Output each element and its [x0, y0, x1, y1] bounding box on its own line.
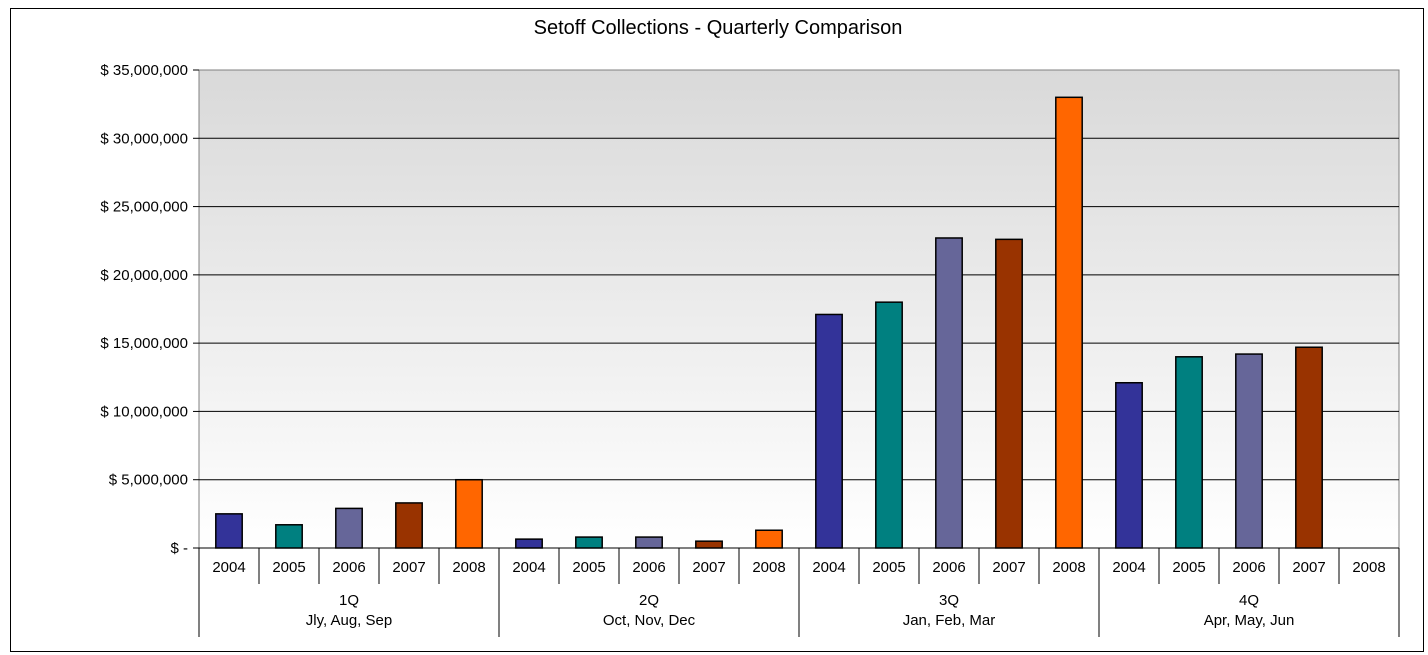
x-category-label: 2007: [992, 559, 1025, 576]
y-tick-label: $ 10,000,000: [100, 403, 188, 420]
bar-4Q-2006: [1235, 353, 1263, 549]
bar-1Q-2004: [215, 513, 243, 549]
quarter-label: 4Q: [1239, 592, 1259, 609]
y-tick-label: $ 35,000,000: [100, 62, 188, 79]
x-category-label: 2006: [332, 559, 365, 576]
quarter-months-label: Apr, May, Jun: [1204, 612, 1295, 629]
quarter-months-label: Oct, Nov, Dec: [603, 612, 696, 629]
bar-2Q-2006: [635, 536, 663, 549]
bar-3Q-2008: [1055, 96, 1083, 549]
x-category-label: 2008: [1052, 559, 1085, 576]
quarter-label: 1Q: [339, 592, 359, 609]
quarter-months-label: Jan, Feb, Mar: [903, 612, 996, 629]
x-category-label: 2006: [932, 559, 965, 576]
y-tick-label: $ 20,000,000: [100, 267, 188, 284]
bar-3Q-2007: [995, 238, 1023, 549]
y-tick-label: $ 30,000,000: [100, 130, 188, 147]
x-category-label: 2004: [512, 559, 545, 576]
bar-1Q-2007: [395, 502, 423, 549]
x-category-label: 2004: [1112, 559, 1145, 576]
bar-3Q-2004: [815, 313, 843, 549]
x-category-label: 2006: [632, 559, 665, 576]
x-axis: 2004 2005 2006 2007 2008 1Q Jly, Aug, Sep 2004 2…: [198, 547, 1400, 637]
bar-1Q-2006: [335, 507, 363, 549]
bar-1Q-2008: [455, 478, 483, 549]
x-category-label: 2008: [752, 559, 785, 576]
plot-area: [198, 69, 1400, 549]
x-category-label: 2006: [1232, 559, 1265, 576]
x-category-label: 2004: [212, 559, 245, 576]
bar-chart: Setoff Collections - Quarterly Compariso…: [100, 17, 1400, 637]
y-tick-label: $ -: [170, 540, 188, 557]
x-category-label: 2005: [272, 559, 305, 576]
x-category-label: 2008: [1352, 559, 1385, 576]
quarter-label: 2Q: [639, 592, 659, 609]
y-tick-label: $ 5,000,000: [109, 472, 188, 489]
y-tick-label: $ 25,000,000: [100, 199, 188, 216]
x-category-label: 2005: [572, 559, 605, 576]
bar-2Q-2007: [695, 540, 723, 549]
x-category-label: 2008: [452, 559, 485, 576]
y-axis-ticks: $ - $ 5,000,000 $ 10,000,000 $ 15,000,000 $ …: [100, 62, 199, 557]
x-category-label: 2005: [872, 559, 905, 576]
bar-3Q-2005: [875, 301, 903, 549]
x-category-label: 2007: [392, 559, 425, 576]
chart-title: Setoff Collections - Quarterly Compariso…: [534, 17, 903, 39]
x-category-label: 2004: [812, 559, 845, 576]
bar-1Q-2005: [275, 524, 303, 549]
bar-2Q-2005: [575, 536, 603, 549]
bars: [215, 96, 1323, 549]
quarter-label: 3Q: [939, 592, 959, 609]
bar-4Q-2007: [1295, 346, 1323, 549]
quarter-months-label: Jly, Aug, Sep: [306, 612, 392, 629]
bar-4Q-2004: [1115, 381, 1143, 549]
x-category-label: 2005: [1172, 559, 1205, 576]
y-tick-label: $ 15,000,000: [100, 335, 188, 352]
x-category-label: 2007: [1292, 559, 1325, 576]
bar-4Q-2005: [1175, 356, 1203, 549]
bar-2Q-2004: [515, 538, 543, 549]
bar-3Q-2006: [935, 237, 963, 549]
x-category-label: 2007: [692, 559, 725, 576]
bar-2Q-2008: [755, 529, 783, 549]
chart-frame: Setoff Collections - Quarterly Compariso…: [10, 8, 1424, 652]
